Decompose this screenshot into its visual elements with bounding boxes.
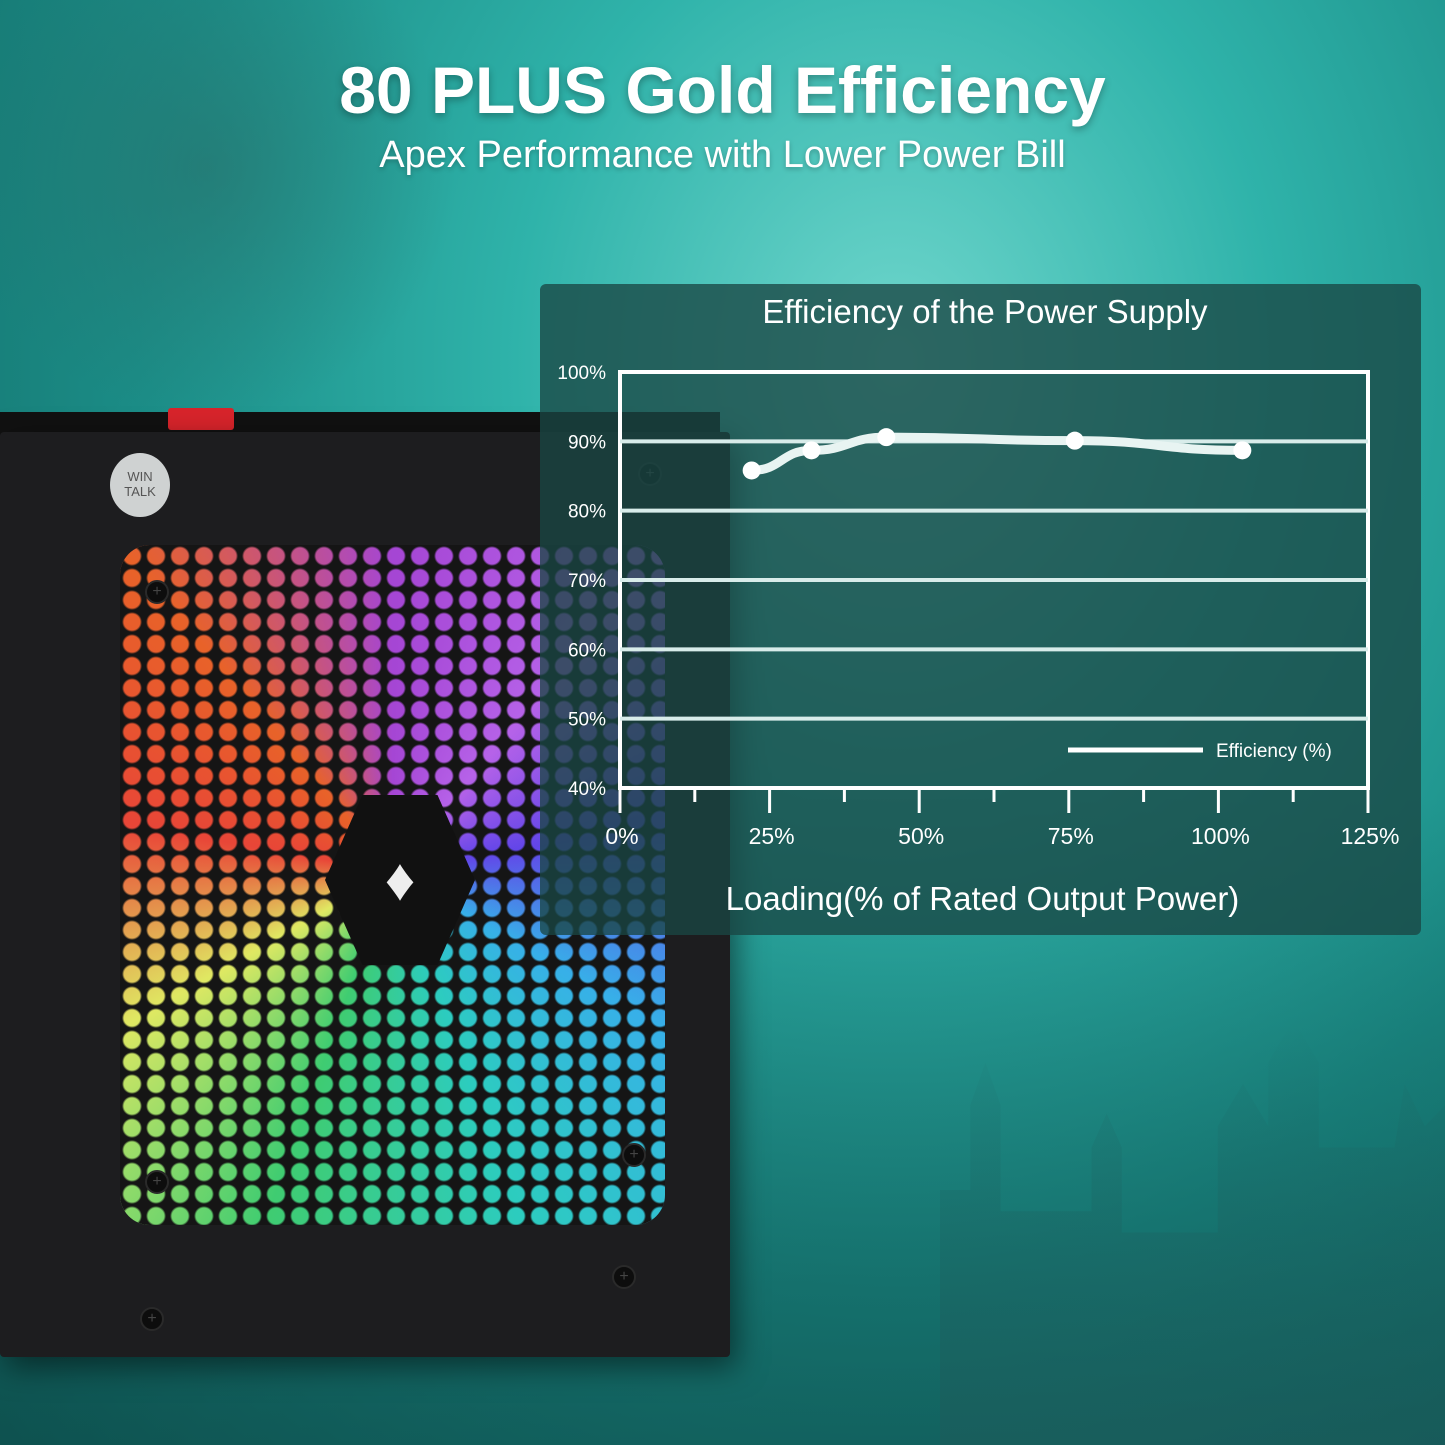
chart-panel <box>540 284 1421 935</box>
screw-icon: + <box>140 1307 164 1331</box>
data-point <box>1233 441 1252 460</box>
legend-label: Efficiency (%) <box>1216 741 1332 762</box>
screw-icon: + <box>145 1170 169 1194</box>
subheadline: Apex Performance with Lower Power Bill <box>379 134 1066 176</box>
screw-icon: + <box>612 1265 636 1289</box>
dragon-logo-icon: ♦ <box>384 846 416 913</box>
x-tick-label: 50% <box>898 823 944 849</box>
win-talk-badge: WIN TALK <box>110 453 170 517</box>
x-tick-label: 100% <box>1191 823 1250 849</box>
data-point <box>802 441 821 460</box>
data-point <box>742 461 761 480</box>
data-point <box>877 428 896 447</box>
y-tick-label: 40% <box>568 779 606 800</box>
x-tick-label: 0% <box>605 823 638 849</box>
x-tick-label: 75% <box>1048 823 1094 849</box>
screw-icon: + <box>622 1143 646 1167</box>
y-tick-label: 80% <box>568 502 606 523</box>
y-tick-label: 70% <box>568 571 606 592</box>
power-switch <box>168 408 234 430</box>
y-tick-label: 50% <box>568 710 606 731</box>
x-tick-label: 25% <box>749 823 795 849</box>
background-soldier-art <box>0 0 460 420</box>
headline: 80 PLUS Gold Efficiency <box>339 53 1106 127</box>
chart-title: Efficiency of the Power Supply <box>762 293 1208 330</box>
x-axis-label: Loading(% of Rated Output Power) <box>725 880 1240 917</box>
data-point <box>1065 431 1084 450</box>
y-tick-label: 100% <box>557 363 606 384</box>
y-tick-label: 60% <box>568 640 606 661</box>
x-tick-label: 125% <box>1341 823 1400 849</box>
y-tick-label: 90% <box>568 432 606 453</box>
screw-icon: + <box>145 580 169 604</box>
